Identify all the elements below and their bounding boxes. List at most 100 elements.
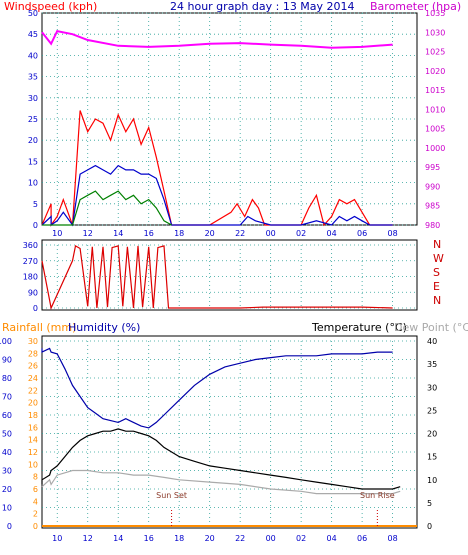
temp-panel-frame <box>41 335 418 529</box>
graph-title: 24 hour graph day : 13 May 2014 <box>170 0 355 13</box>
wind-series-group <box>41 29 393 227</box>
baro-y-tick-label: 1000 <box>425 144 445 153</box>
compass-label: N <box>433 294 441 307</box>
temp-y-tick-label: 15 <box>427 453 437 462</box>
axis-ticks-group: 0510152025303540455098098599099510001005… <box>0 9 445 543</box>
rainfall-y-tick-label: 4 <box>33 497 38 506</box>
direction-panel-frame <box>41 239 418 311</box>
dir-y-tick-label: 0 <box>33 304 38 313</box>
rainfall-y-tick-label: 16 <box>28 423 38 432</box>
wind-y-tick-label: 5 <box>33 200 38 209</box>
temp-x-tick-label: 20 <box>205 534 215 543</box>
humidity-y-tick-label: 10 <box>2 504 12 513</box>
wind-x-tick-label: 16 <box>144 229 154 238</box>
baro-y-tick-label: 985 <box>425 202 440 211</box>
rainfall-y-tick-label: 20 <box>28 399 38 408</box>
compass-label: S <box>433 266 440 279</box>
wind-direction-line <box>41 244 393 310</box>
humidity-y-tick-label: 90 <box>2 356 12 365</box>
barometer-axis-title: Barometer (hpa) <box>370 0 461 13</box>
wind-y-tick-label: 15 <box>28 157 38 166</box>
wind-grid <box>42 12 417 226</box>
wind-x-tick-label: 12 <box>83 229 93 238</box>
temp-x-tick-label: 10 <box>52 534 62 543</box>
baro-y-tick-label: 980 <box>425 221 440 230</box>
direction-series-group <box>41 244 393 310</box>
temp-x-tick-label: 16 <box>144 534 154 543</box>
temp-x-tick-label: 18 <box>174 534 184 543</box>
temperature-axis-title: Temperature (°C) <box>311 321 407 334</box>
dewpoint-axis-title: Dew Point (°C) <box>394 321 468 334</box>
wind-y-tick-label: 35 <box>28 73 38 82</box>
sunset-label: Sun Set <box>156 491 187 500</box>
wind-x-tick-label: 10 <box>52 229 62 238</box>
temp-y-tick-label: 25 <box>427 406 437 415</box>
direction-grid <box>42 244 417 309</box>
wind-y-tick-label: 40 <box>28 51 38 60</box>
temp-y-tick-label: 5 <box>427 499 432 508</box>
wind-x-tick-label: 20 <box>205 229 215 238</box>
rainfall-y-tick-label: 14 <box>28 436 38 445</box>
compass-label: N <box>433 238 441 251</box>
wind-y-tick-label: 0 <box>33 221 38 230</box>
humidity-y-tick-label: 0 <box>7 522 12 531</box>
wind-x-tick-label: 04 <box>327 229 337 238</box>
temp-y-tick-label: 0 <box>427 522 432 531</box>
compass-label: E <box>433 280 440 293</box>
baro-y-tick-label: 995 <box>425 163 440 172</box>
temp-x-tick-label: 02 <box>296 534 306 543</box>
wind-x-tick-label: 08 <box>388 229 398 238</box>
humidity-y-tick-label: 40 <box>2 448 12 457</box>
temp-y-tick-label: 30 <box>427 383 437 392</box>
barometer-line <box>41 29 393 49</box>
dir-y-tick-label: 180 <box>23 273 38 282</box>
baro-y-tick-label: 1005 <box>425 125 445 134</box>
sunrise-label: Sun Rise <box>360 491 395 500</box>
temp-x-tick-label: 04 <box>327 534 337 543</box>
wind-y-tick-label: 50 <box>28 9 38 18</box>
humidity-axis-title: Humidity (%) <box>68 321 140 334</box>
humidity-y-tick-label: 20 <box>2 485 12 494</box>
humidity-y-tick-label: 70 <box>2 393 12 402</box>
rainfall-y-tick-label: 2 <box>33 510 38 519</box>
wind-x-tick-label: 18 <box>174 229 184 238</box>
wind-x-tick-label: 06 <box>357 229 367 238</box>
baro-y-tick-label: 1020 <box>425 67 445 76</box>
temperature-line <box>41 428 401 490</box>
temperature-series-group: Sun Set Sun Rise <box>41 347 417 527</box>
baro-y-tick-label: 1015 <box>425 86 445 95</box>
temp-x-tick-label: 00 <box>266 534 276 543</box>
rainfall-y-tick-label: 0 <box>33 522 38 531</box>
windspeed-axis-title: Windspeed (kph) <box>4 0 97 13</box>
rainfall-y-tick-label: 26 <box>28 362 38 371</box>
humidity-y-tick-label: 80 <box>2 374 12 383</box>
compass-label: W <box>433 252 444 265</box>
wind-average-line <box>41 164 393 227</box>
rainfall-y-tick-label: 18 <box>28 411 38 420</box>
rainfall-y-tick-label: 24 <box>28 374 38 383</box>
humidity-y-tick-label: 60 <box>2 411 12 420</box>
rainfall-y-tick-label: 30 <box>28 337 38 346</box>
humidity-y-tick-label: 50 <box>2 430 12 439</box>
dir-y-tick-label: 90 <box>28 288 38 297</box>
dewpoint-line <box>41 469 401 495</box>
rainfall-y-tick-label: 8 <box>33 473 38 482</box>
temp-x-tick-label: 06 <box>357 534 367 543</box>
dir-y-tick-label: 270 <box>23 257 38 266</box>
baro-y-tick-label: 1025 <box>425 48 445 57</box>
wind-y-tick-label: 25 <box>28 115 38 124</box>
temp-x-tick-label: 14 <box>113 534 123 543</box>
temp-x-tick-label: 22 <box>235 534 245 543</box>
wind-y-tick-label: 45 <box>28 30 38 39</box>
wind-y-tick-label: 30 <box>28 94 38 103</box>
rainfall-axis-title: Rainfall (mm) <box>2 321 76 334</box>
rainfall-y-tick-label: 12 <box>28 448 38 457</box>
wind-x-tick-label: 00 <box>266 229 276 238</box>
baro-y-tick-label: 1010 <box>425 105 445 114</box>
temp-x-tick-label: 12 <box>83 534 93 543</box>
rainfall-y-tick-label: 28 <box>28 349 38 358</box>
dir-y-tick-label: 360 <box>23 241 38 250</box>
baro-y-tick-label: 1030 <box>425 28 445 37</box>
wind-x-tick-label: 02 <box>296 229 306 238</box>
